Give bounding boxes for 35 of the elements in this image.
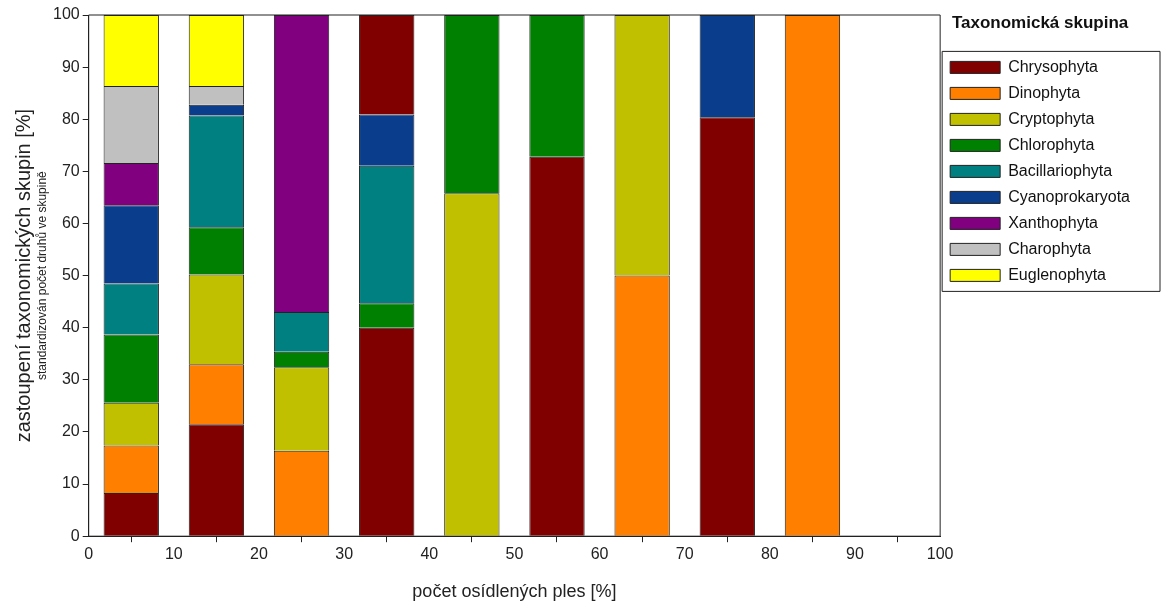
y-tick-label: 50 xyxy=(61,266,80,284)
y-tick-label: 100 xyxy=(52,5,80,23)
x-tick-label: 70 xyxy=(675,545,694,563)
y-tick-label: 80 xyxy=(61,109,80,127)
x-tick-label: 90 xyxy=(846,545,865,563)
y-tick-label: 10 xyxy=(61,474,80,492)
text: standardizován počet druhů ve skupině xyxy=(35,170,49,381)
legend-label: Xanthophyta xyxy=(1008,213,1099,231)
x-tick-label: 80 xyxy=(760,545,779,563)
legend-label: Cyanoprokaryota xyxy=(1008,187,1131,205)
y-tick-label: 30 xyxy=(61,370,80,388)
y-tick-label: 0 xyxy=(70,526,80,544)
x-tick-label: 50 xyxy=(505,545,524,563)
legend-label: Cryptophyta xyxy=(1008,109,1095,127)
y-axis-title: zastoupení taxonomických skupin [%] xyxy=(12,108,34,443)
x-tick-label: 10 xyxy=(164,545,183,563)
legend-label: Dinophyta xyxy=(1008,83,1081,101)
y-tick-label: 60 xyxy=(61,213,80,231)
x-axis-title: počet osídlených ples [%] xyxy=(412,581,617,602)
legend-label: Charophyta xyxy=(1008,239,1091,257)
legend-label: Euglenophyta xyxy=(1008,265,1107,283)
legend-label: Chlorophyta xyxy=(1008,135,1095,153)
y-tick-label: 70 xyxy=(61,161,80,179)
x-tick-label: 30 xyxy=(335,545,354,563)
y-tick-label: 20 xyxy=(61,422,80,440)
x-tick-label: 40 xyxy=(420,545,439,563)
x-tick-label: 60 xyxy=(590,545,609,563)
y-tick-label: 90 xyxy=(61,57,80,75)
legend-title: Taxonomická skupina xyxy=(951,13,1129,33)
x-tick-label: 100 xyxy=(926,545,954,563)
legend-label: Bacillariophyta xyxy=(1008,161,1113,179)
x-tick-label: 0 xyxy=(84,545,94,563)
legend-label: Chrysophyta xyxy=(1008,57,1099,75)
y-tick-label: 40 xyxy=(61,318,80,336)
x-tick-label: 20 xyxy=(250,545,268,563)
